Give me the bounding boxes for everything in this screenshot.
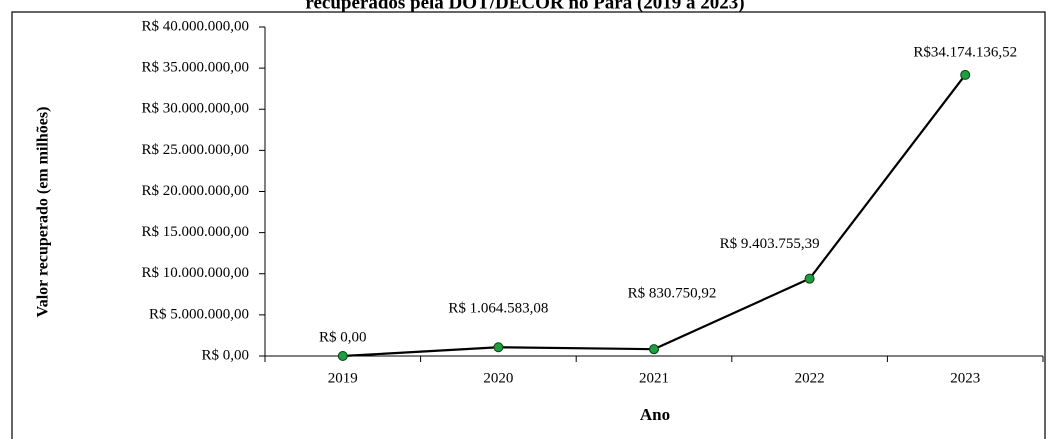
marker xyxy=(493,342,504,353)
y-tick-label: R$ 5.000.000,00 xyxy=(149,306,249,322)
chart-border xyxy=(11,11,1046,439)
marker xyxy=(337,351,348,361)
data-label: R$ 0,00 xyxy=(319,329,367,345)
y-tick-label: R$ 15.000.000,00 xyxy=(141,224,249,240)
data-label: R$ 830.750,92 xyxy=(628,286,717,302)
x-tick-label: 2020 xyxy=(483,370,513,386)
y-tick-label: R$ 20.000.000,00 xyxy=(141,183,249,199)
y-axis-title: Valor recuperado (em milhões) xyxy=(35,107,52,318)
data-label: R$34.174.136,52 xyxy=(913,44,1017,60)
y-tick-label: R$ 35.000.000,00 xyxy=(141,60,249,76)
y-tick-label: R$ 0,00 xyxy=(201,347,249,363)
x-tick-label: 2019 xyxy=(328,370,358,386)
marker xyxy=(649,344,659,355)
y-tick-label: R$ 30.000.000,00 xyxy=(141,101,249,117)
line xyxy=(342,74,967,358)
chart-title: recuperados pela DOT/DECOR no Pará (2019… xyxy=(305,0,744,13)
y-tick-label: R$ 40.000.000,00 xyxy=(141,18,249,34)
x-axis-title: Ano xyxy=(640,405,670,424)
marker xyxy=(804,273,815,284)
data-label: R$ 1.064.583,08 xyxy=(448,301,548,317)
y-tick-label: R$ 25.000.000,00 xyxy=(141,142,249,158)
x-tick-label: 2022 xyxy=(795,370,825,386)
x-tick-label: 2021 xyxy=(639,370,669,386)
y-tick-label: R$ 10.000.000,00 xyxy=(141,265,249,281)
data-label: R$ 9.403.755,39 xyxy=(720,236,820,252)
marker xyxy=(960,69,971,80)
x-tick-label: 2023 xyxy=(950,370,980,386)
